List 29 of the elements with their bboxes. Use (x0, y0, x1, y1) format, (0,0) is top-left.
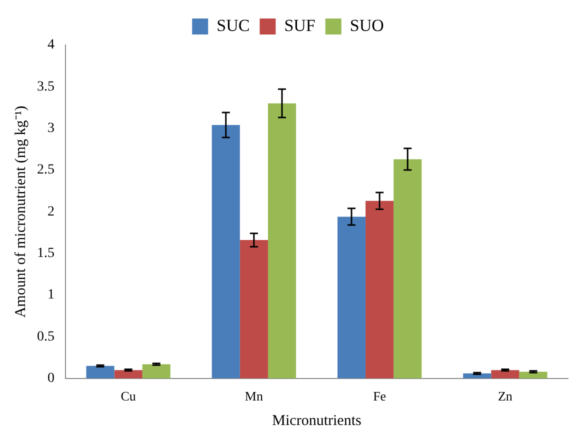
y-tick-label: 3.5 (37, 79, 54, 94)
x-tick-label: Cu (120, 388, 136, 404)
y-tick-label: 2.5 (37, 162, 54, 178)
bar (519, 372, 548, 378)
x-tick-label: Zn (498, 388, 513, 404)
legend-label: SUO (350, 16, 384, 35)
x-axis-title: Micronutrients (272, 412, 362, 429)
y-tick-label: 2 (48, 204, 54, 220)
y-tick-label: 3 (48, 121, 54, 136)
y-tick-label: 0.5 (37, 329, 54, 344)
y-tick-label: 1.5 (37, 246, 54, 262)
bar (142, 364, 170, 378)
x-tick-label: Fe (373, 388, 386, 404)
y-tick-label: 4 (48, 38, 54, 53)
y-axis-title: Amount of micronutrient (mg kg⁻¹) (12, 106, 29, 318)
y-tick-label: 1 (48, 288, 54, 303)
bar (114, 370, 142, 378)
bar (337, 216, 366, 378)
bar (491, 370, 520, 378)
bar (268, 103, 296, 378)
bar (394, 159, 422, 378)
bar (240, 240, 268, 378)
legend-label: SUF (284, 16, 316, 35)
bar (366, 200, 394, 378)
bar (86, 366, 114, 378)
x-tick-label: Mn (244, 388, 264, 404)
y-tick-label: 0 (48, 371, 54, 386)
legend-label: SUC (216, 16, 250, 35)
bar (212, 125, 240, 378)
